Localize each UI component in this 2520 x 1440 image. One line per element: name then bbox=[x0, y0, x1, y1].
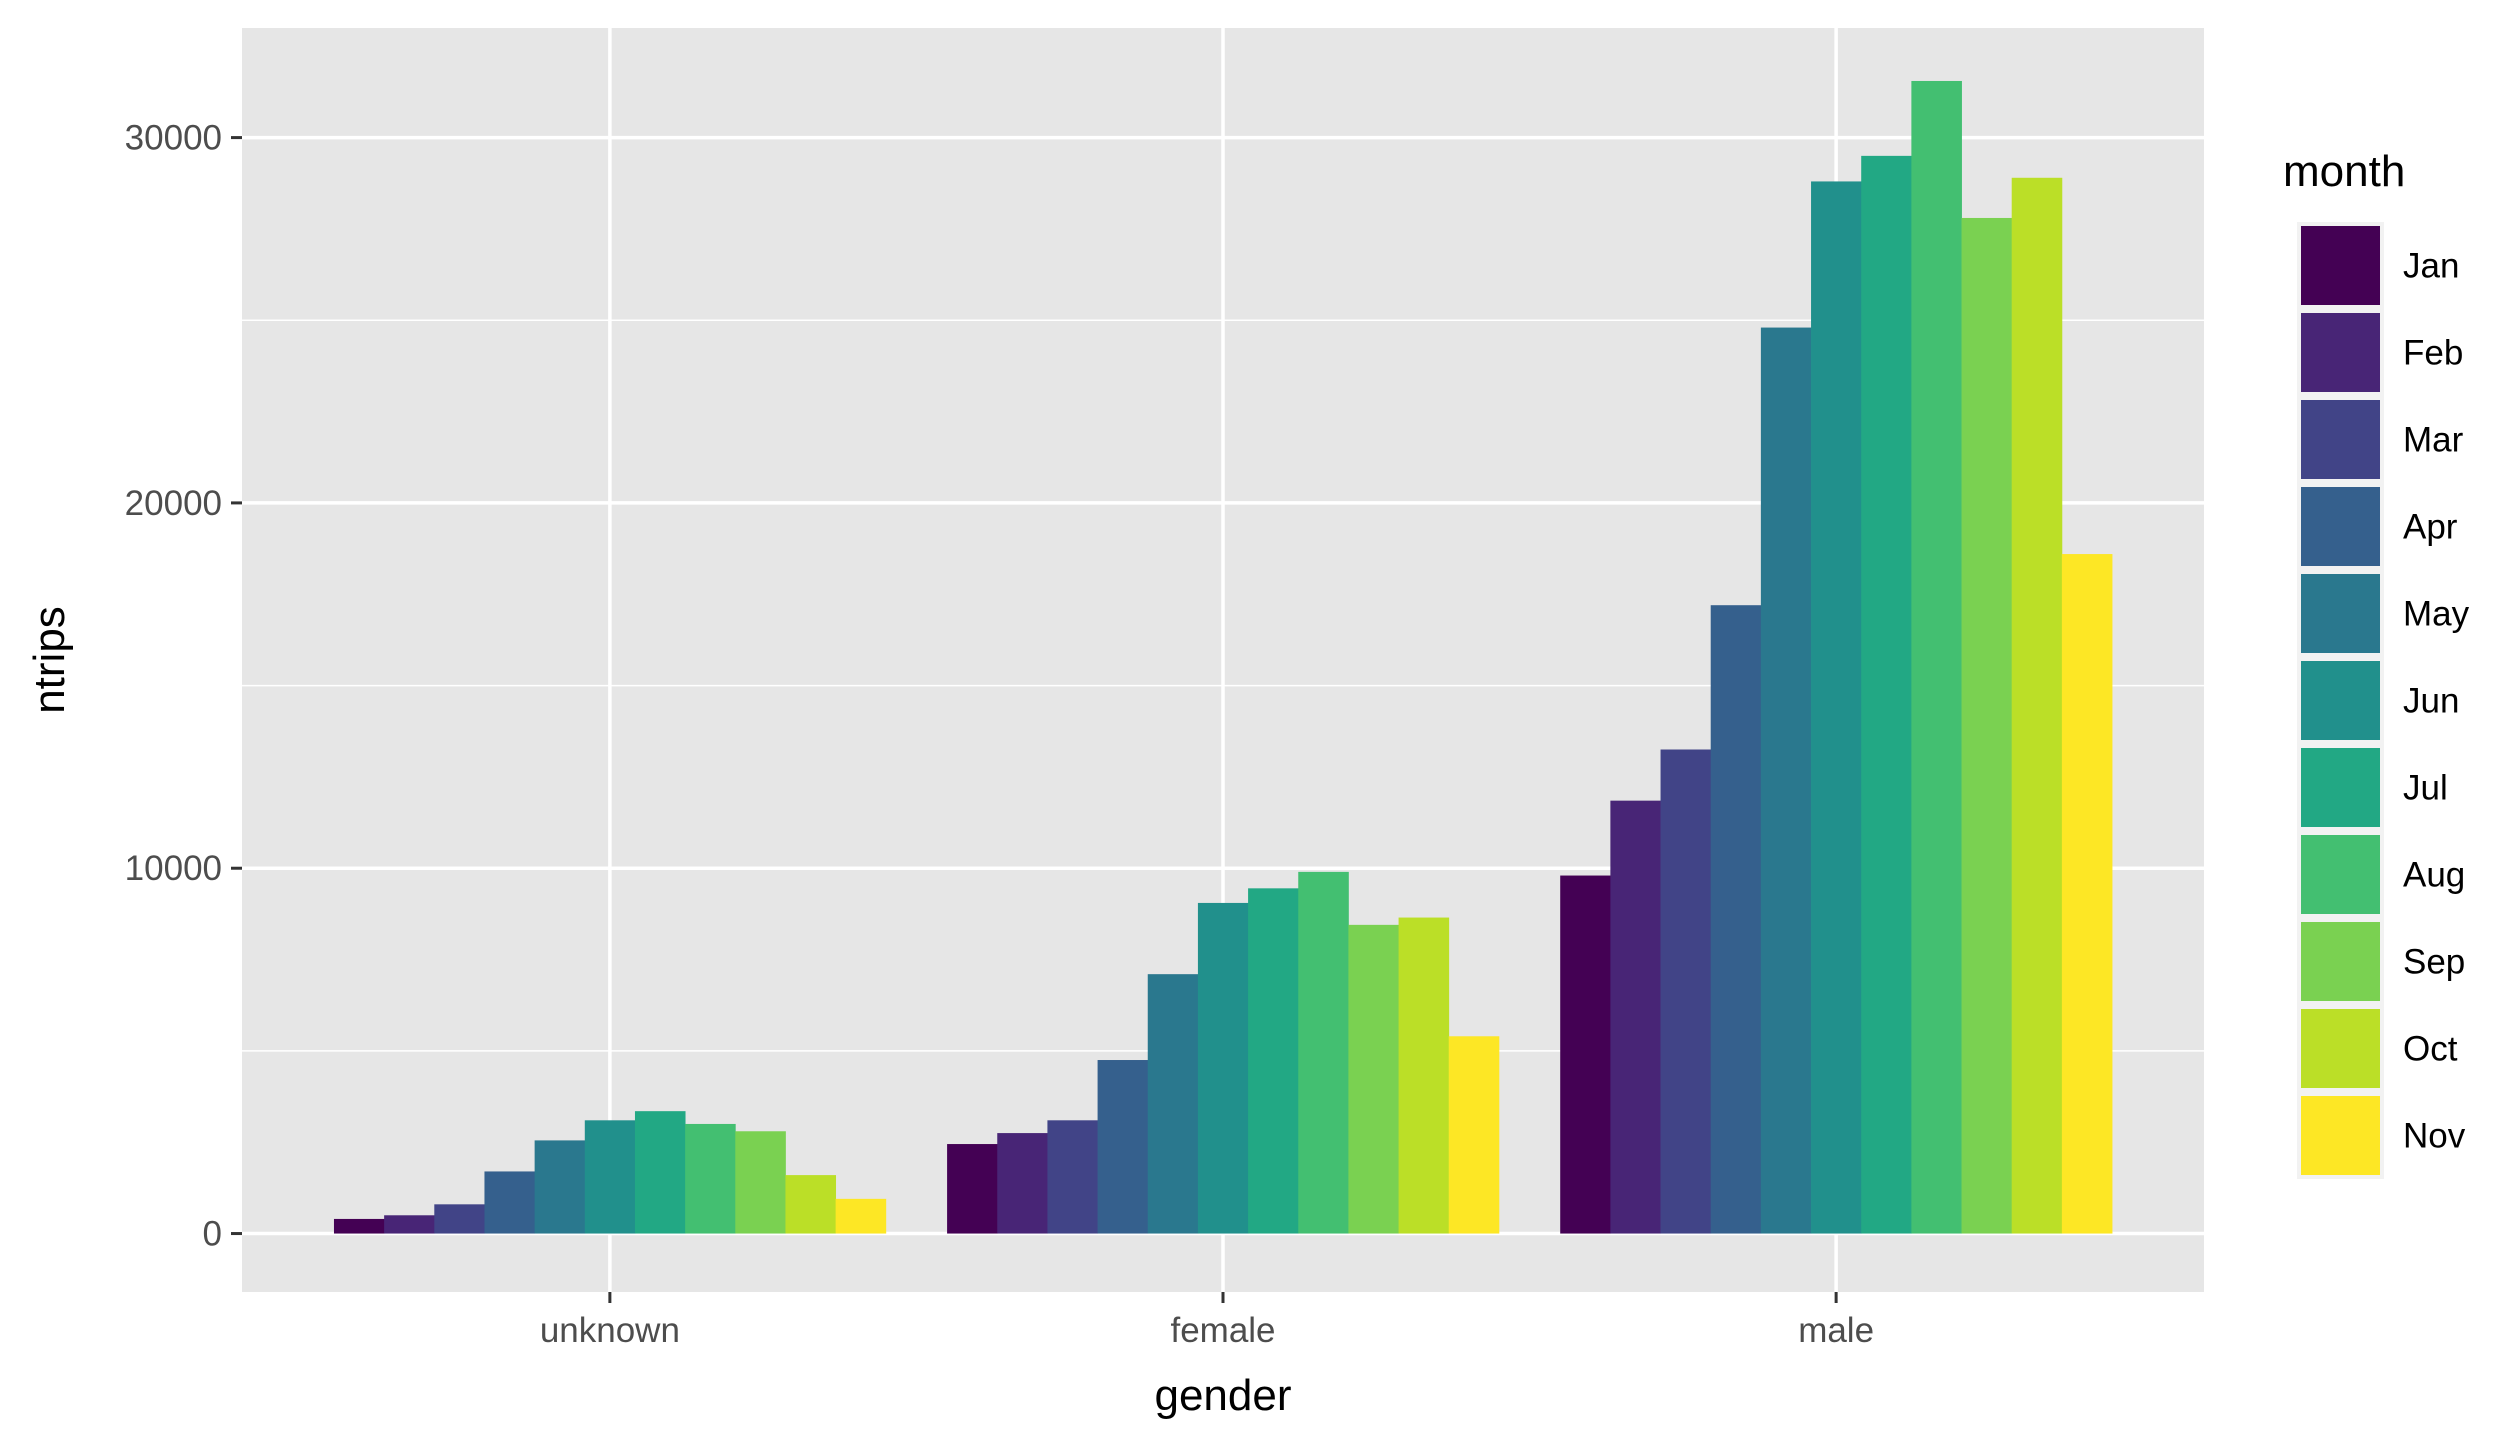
bar-unknown-feb bbox=[384, 1215, 435, 1234]
legend: month Jan Feb Mar Apr May Jun Jul Aug Sep Oct Nov bbox=[2283, 147, 2470, 1179]
bar-female-jun bbox=[1197, 902, 1249, 1234]
x-axis: unknown female male bbox=[540, 1292, 1874, 1350]
y-tick-label: 10000 bbox=[125, 849, 222, 888]
legend-swatch-sep bbox=[2301, 922, 2380, 1001]
bar-female-aug bbox=[1298, 871, 1349, 1234]
bar-unknown-oct bbox=[785, 1175, 837, 1234]
x-tick-label-female: female bbox=[1170, 1311, 1275, 1350]
bar-female-nov bbox=[1448, 1036, 1500, 1234]
bar-unknown-mar bbox=[434, 1204, 485, 1234]
bar-unknown-jul bbox=[634, 1111, 686, 1234]
bar-male-aug bbox=[1911, 80, 1962, 1234]
legend-label-jun: Jun bbox=[2403, 682, 2459, 721]
bar-unknown-sep bbox=[735, 1131, 786, 1234]
bar-unknown-nov bbox=[835, 1198, 887, 1234]
bar-unknown-jun bbox=[584, 1120, 636, 1234]
legend-swatch-jul bbox=[2301, 748, 2380, 827]
bar-male-nov bbox=[2061, 554, 2113, 1234]
y-tick-label: 0 bbox=[203, 1215, 222, 1254]
bar-unknown-apr bbox=[484, 1171, 536, 1234]
y-tick-label: 20000 bbox=[125, 484, 222, 523]
bar-female-feb bbox=[997, 1133, 1048, 1234]
legend-swatch-nov bbox=[2301, 1096, 2380, 1175]
bar-male-may bbox=[1760, 327, 1812, 1234]
legend-label-sep: Sep bbox=[2403, 943, 2465, 982]
legend-swatch-feb bbox=[2301, 313, 2380, 392]
legend-swatch-mar bbox=[2301, 400, 2380, 479]
legend-label-aug: Aug bbox=[2403, 856, 2465, 895]
legend-swatch-jun bbox=[2301, 661, 2380, 740]
bar-male-jan bbox=[1560, 875, 1611, 1234]
bar-unknown-may bbox=[534, 1140, 586, 1234]
x-axis-title: gender bbox=[1154, 1371, 1291, 1420]
y-tick-label: 30000 bbox=[125, 119, 222, 158]
y-axis-title: ntrips bbox=[25, 606, 74, 714]
legend-label-may: May bbox=[2403, 595, 2470, 634]
legend-label-feb: Feb bbox=[2403, 334, 2463, 373]
bar-male-jun bbox=[1811, 181, 1862, 1234]
legend-title: month bbox=[2283, 147, 2405, 196]
bar-female-mar bbox=[1047, 1120, 1098, 1234]
legend-swatch-jan bbox=[2301, 226, 2380, 305]
bar-female-apr bbox=[1097, 1060, 1149, 1234]
legend-label-mar: Mar bbox=[2403, 421, 2464, 460]
legend-label-jan: Jan bbox=[2403, 247, 2459, 286]
legend-label-oct: Oct bbox=[2403, 1030, 2458, 1069]
bar-male-jul bbox=[1861, 155, 1912, 1234]
bar-female-jan bbox=[947, 1144, 998, 1234]
bar-male-feb bbox=[1610, 800, 1661, 1234]
bar-female-sep bbox=[1348, 924, 1399, 1234]
legend-swatch-oct bbox=[2301, 1009, 2380, 1088]
bar-unknown-aug bbox=[685, 1123, 736, 1234]
y-axis: 0 10000 20000 30000 bbox=[125, 119, 242, 1254]
bar-female-may bbox=[1147, 974, 1199, 1234]
bar-male-apr bbox=[1710, 605, 1762, 1234]
legend-swatch-may bbox=[2301, 574, 2380, 653]
bar-male-sep bbox=[1961, 217, 2013, 1234]
legend-label-jul: Jul bbox=[2403, 769, 2448, 808]
legend-label-apr: Apr bbox=[2403, 508, 2458, 547]
bar-unknown-jan bbox=[333, 1218, 385, 1234]
bar-male-mar bbox=[1660, 749, 1712, 1234]
legend-swatch-aug bbox=[2301, 835, 2380, 914]
bars bbox=[333, 80, 2113, 1234]
x-tick-label-unknown: unknown bbox=[540, 1311, 680, 1350]
bar-female-oct bbox=[1398, 917, 1450, 1234]
bar-male-oct bbox=[2011, 177, 2063, 1234]
x-tick-label-male: male bbox=[1798, 1311, 1874, 1350]
legend-swatch-apr bbox=[2301, 487, 2380, 566]
legend-label-nov: Nov bbox=[2403, 1117, 2466, 1156]
bar-female-jul bbox=[1248, 888, 1299, 1234]
